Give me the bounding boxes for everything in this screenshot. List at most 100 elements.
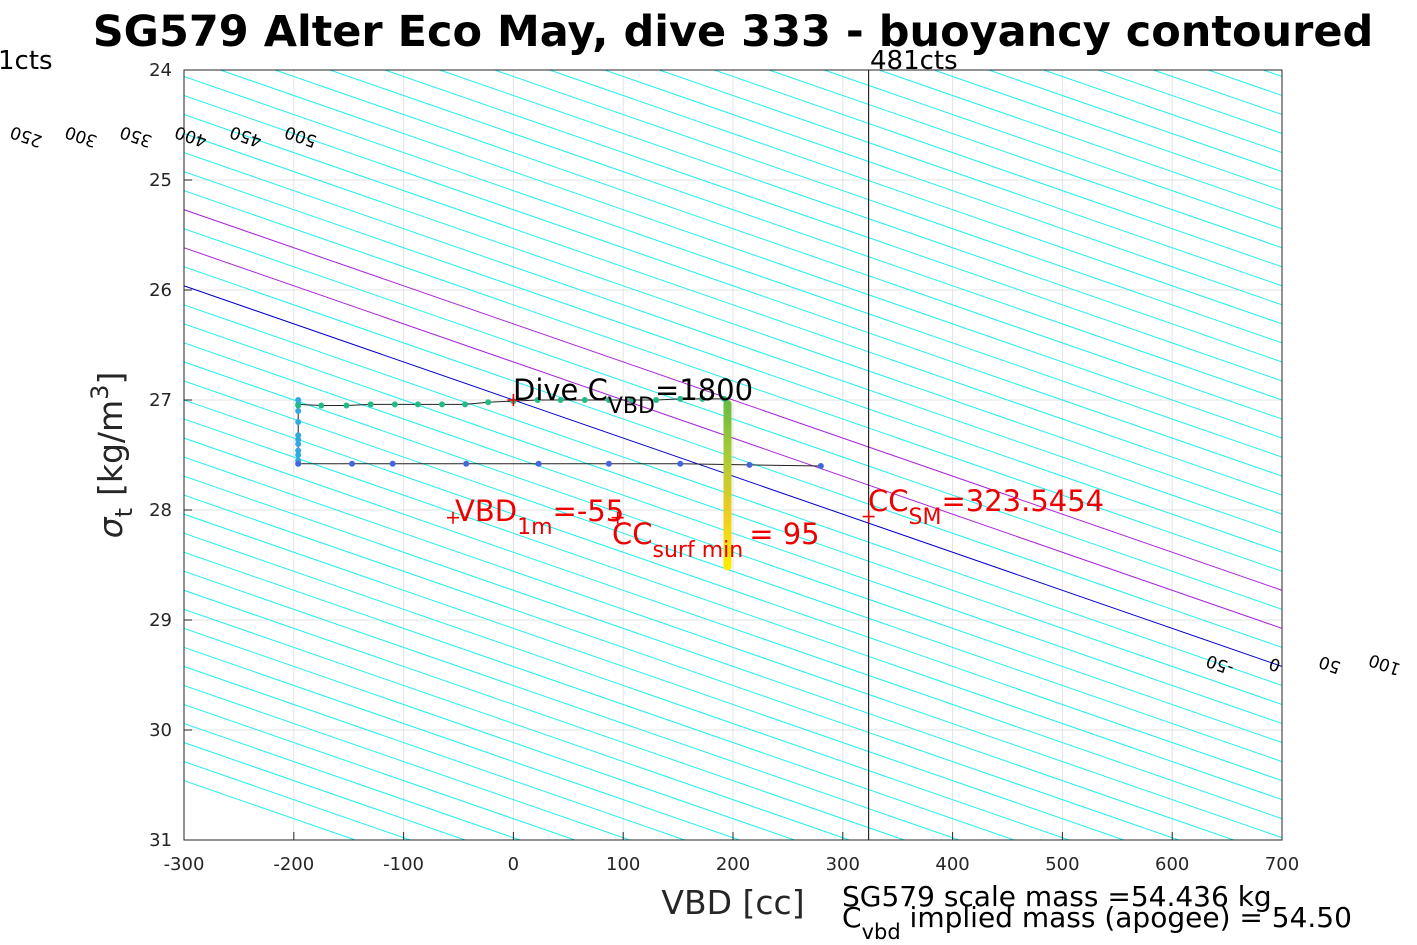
series-line-dive	[297, 398, 725, 406]
cc-sm-sub: SM	[909, 505, 942, 530]
contour-line	[1318, 70, 1417, 840]
data-point-dive	[462, 401, 469, 408]
plus-marker	[862, 510, 875, 523]
data-point-climb	[295, 460, 302, 467]
data-point-turn	[295, 447, 302, 454]
contour-line	[184, 456, 1282, 839]
contour-line	[184, 247, 1282, 629]
contour-line	[604, 70, 1282, 306]
x-tick-label: 400	[935, 854, 969, 875]
data-point-dive	[721, 395, 728, 402]
data-point-turn	[295, 436, 302, 443]
y-axis-subscript: t	[110, 508, 138, 517]
x-axis-label: VBD [cc]	[661, 883, 804, 922]
contour-line	[184, 75, 1282, 458]
footer-implied-mass: Cvbd implied mass (apogee) = 54.50	[842, 901, 1352, 944]
data-point-turn	[295, 397, 302, 403]
series-points	[295, 395, 824, 469]
contour-line	[184, 494, 1179, 840]
contour-line	[184, 380, 1282, 763]
dive-cvbd-rest: =1800	[655, 373, 753, 407]
contour-line	[184, 475, 1234, 840]
data-point-climb	[746, 461, 753, 468]
data-point-climb	[535, 460, 542, 467]
contour-line	[184, 665, 685, 840]
y-axis-label: σt [kg/m3]	[86, 372, 138, 539]
data-point-dive	[653, 397, 660, 403]
contour-line	[439, 70, 1282, 363]
y-tick-label: 27	[149, 390, 172, 411]
y-tick-label: 31	[149, 830, 172, 851]
contour-line	[184, 304, 1282, 686]
contour-line	[184, 551, 1015, 840]
contour-line	[184, 418, 1282, 801]
x-tick-label: 200	[716, 854, 750, 875]
data-point-climb	[817, 463, 824, 469]
x-tick-label: 500	[1045, 854, 1079, 875]
y-tick-label: 29	[149, 610, 172, 631]
cc-sm-rest: =323.5454	[941, 484, 1104, 518]
data-point-climb	[677, 460, 684, 467]
data-point-dive	[367, 401, 374, 408]
data-point-dive	[628, 397, 635, 403]
contour-line	[659, 70, 1282, 287]
data-point-climb	[605, 460, 612, 467]
footer-cvbd-rest: implied mass (apogee) = 54.50	[901, 901, 1352, 934]
contour-line	[184, 684, 630, 840]
y-tick-label: 30	[149, 720, 172, 741]
data-point-dive	[414, 401, 421, 408]
contour-line	[329, 70, 1282, 401]
contour-line	[769, 70, 1282, 249]
data-point-dive	[391, 401, 398, 408]
x-tick-label: 100	[606, 854, 640, 875]
contour-label: 300	[63, 121, 100, 151]
x-tick-label: -100	[383, 854, 424, 875]
contour-line	[823, 70, 1282, 230]
contour-line	[184, 228, 1282, 610]
contour-line	[184, 532, 1070, 840]
data-point-turn	[295, 432, 302, 439]
contour-line	[184, 627, 795, 840]
contour-line	[184, 285, 1282, 667]
contour-line	[184, 323, 1282, 706]
data-point-climb	[348, 460, 355, 467]
contour-line	[494, 70, 1282, 344]
y-axis-superscript: 3	[86, 385, 114, 400]
contour-line	[184, 114, 1282, 496]
cc-surf-annotation: CCsurf min = 95	[612, 517, 820, 563]
contour-line	[549, 70, 1282, 325]
cc-sm-main: CC	[868, 484, 909, 518]
contours	[184, 70, 1417, 840]
data-point-climb	[389, 460, 396, 467]
contour-line	[184, 399, 1282, 782]
left-cts-label: 1cts	[0, 46, 53, 76]
chart-title: SG579 Alter Eco May, dive 333 - buoyancy…	[93, 7, 1374, 57]
data-point-dive	[318, 402, 325, 409]
data-point-dive	[343, 402, 350, 409]
data-point-dive	[295, 401, 302, 408]
surface-gradient-bar	[723, 400, 732, 571]
data-point-dive	[677, 395, 684, 402]
contour-line	[184, 342, 1282, 725]
plus-marker	[447, 511, 460, 524]
vbd-1m-sub: 1m	[517, 515, 552, 540]
contour-line	[184, 152, 1282, 534]
markers	[447, 394, 875, 524]
contour-line	[184, 361, 1282, 744]
contour-line	[184, 190, 1282, 572]
x-tick-label: -200	[273, 854, 314, 875]
vbd-1m-main: VBD	[455, 494, 517, 528]
contour-label: 250	[8, 121, 45, 151]
cc-sm-annotation: CCSM=323.5454	[868, 484, 1104, 530]
contour-line	[220, 70, 1282, 439]
contour-line	[1263, 70, 1282, 77]
y-tick-label: 25	[149, 170, 172, 191]
cc-surf-sub: surf min	[653, 538, 744, 563]
data-point-turn	[295, 408, 302, 414]
data-point-turn	[295, 419, 302, 425]
data-point-dive	[581, 397, 588, 403]
plus-marker	[507, 394, 520, 406]
y-tick-label: 28	[149, 500, 172, 521]
cc-surf-rest: = 95	[749, 517, 819, 551]
